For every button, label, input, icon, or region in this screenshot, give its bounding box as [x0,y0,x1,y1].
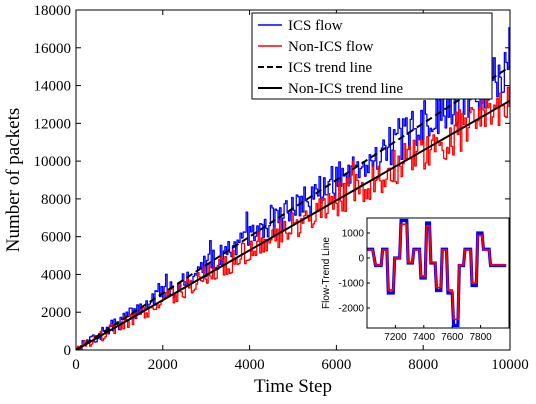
y-tick-label: 2000 [41,305,71,321]
inset-plot-frame [366,217,510,329]
y-tick-label: 6000 [41,230,71,246]
y-tick-label: 12000 [34,116,72,132]
y-tick-label: 14000 [34,79,72,95]
legend-label-non-ics-trend: Non-ICS trend line [288,81,403,97]
y-tick-label: 10000 [34,154,72,170]
series-non-ics-trend-line [76,99,510,350]
x-tick-label: 8000 [408,357,438,373]
y-tick-label: 8000 [41,192,71,208]
legend-box [251,12,493,100]
inset-x-tick-label: 7400 [413,332,436,343]
inset-axis-ticks: 7200 7400 7600 7800 1000 0 -1000 -2000 [338,229,492,344]
y-axis-label: Number of packets [3,108,24,253]
x-tick-label: 0 [72,357,80,373]
inset-series-group [367,218,507,328]
y-tick-label: 16000 [34,41,72,57]
inset-series-non-ics [367,223,507,321]
x-tick-label: 6000 [321,357,351,373]
main-series-group [76,27,510,350]
main-axis-ticks: 0 2000 4000 6000 8000 10000020004000600080001… [34,3,529,373]
x-tick-label: 2000 [148,357,178,373]
inset-x-tick-label: 7800 [469,332,492,343]
inset-x-tick-label: 7200 [384,332,407,343]
series-ics-flow [76,27,510,350]
legend-label-ics-trend: ICS trend line [288,60,372,76]
y-tick-label: 0 [64,343,72,359]
inset-y-axis-label: Flow-Trend Line [321,237,332,309]
inset-y-tick-label: 0 [358,254,364,265]
x-tick-label: 10000 [491,357,529,373]
inset-plot-background [367,218,509,328]
series-ics-trend-line [76,65,510,350]
main-plot-frame [75,9,511,351]
inset-y-tick-label: 1000 [342,229,365,240]
x-axis-label: Time Step [254,376,332,397]
inset-x-tick-label: 7600 [441,332,464,343]
series-non-ics-flow [76,86,510,350]
legend-label-ics-flow: ICS flow [288,18,343,34]
legend: ICS flow Non-ICS flow ICS trend line Non… [251,12,493,100]
y-tick-label: 18000 [34,3,72,19]
y-tick-label: 4000 [41,267,71,283]
inset-y-tick-label: -2000 [338,304,364,315]
x-tick-label: 4000 [235,357,265,373]
legend-label-non-ics-flow: Non-ICS flow [288,39,374,55]
inset-y-tick-label: -1000 [338,279,364,290]
